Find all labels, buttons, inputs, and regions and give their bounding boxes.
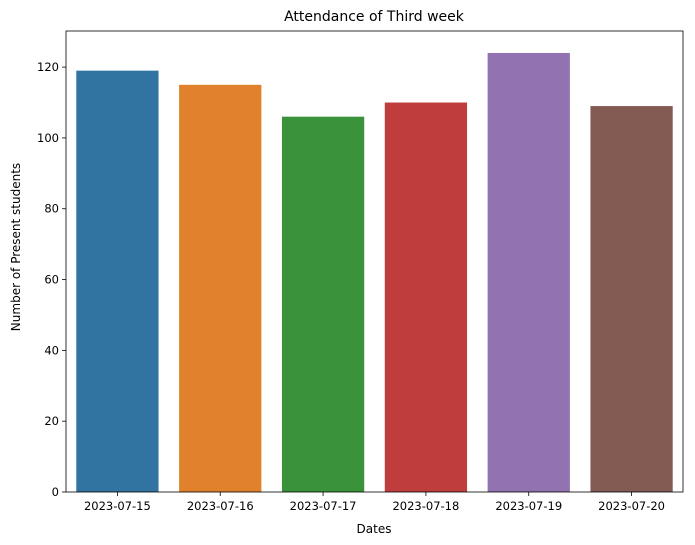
y-tick-label: 0 (52, 485, 59, 499)
bar-2023-07-19 (487, 52, 570, 492)
y-tick-label: 120 (37, 60, 59, 74)
y-tick-label: 40 (44, 343, 59, 357)
bars-group (76, 52, 673, 493)
x-tick-label: 2023-07-20 (598, 499, 665, 513)
y-tick-label: 100 (37, 131, 59, 145)
x-tick-label: 2023-07-18 (392, 499, 459, 513)
x-axis-ticks: 2023-07-15 2023-07-16 2023-07-17 2023-07-18… (84, 492, 665, 513)
y-axis-ticks: 0 20 40 60 80 100 120 (37, 60, 66, 499)
bar-2023-07-18 (384, 102, 468, 492)
x-tick-label: 2023-07-17 (290, 499, 357, 513)
plot-frame (65, 30, 684, 493)
x-axis-label: Dates (357, 522, 392, 536)
y-tick-label: 20 (44, 414, 59, 428)
x-tick-label: 2023-07-15 (84, 499, 151, 513)
chart-title: Attendance of Third week (284, 9, 465, 25)
y-tick-label: 60 (44, 273, 59, 287)
bar-2023-07-16 (179, 84, 262, 493)
x-tick-label: 2023-07-19 (495, 499, 562, 513)
bar-2023-07-15 (76, 70, 159, 492)
x-tick-label: 2023-07-16 (187, 499, 254, 513)
y-tick-label: 80 (44, 202, 59, 216)
bar-2023-07-17 (281, 116, 365, 493)
bar-2023-07-20 (590, 106, 673, 492)
y-axis-label: Number of Present students (9, 163, 23, 331)
